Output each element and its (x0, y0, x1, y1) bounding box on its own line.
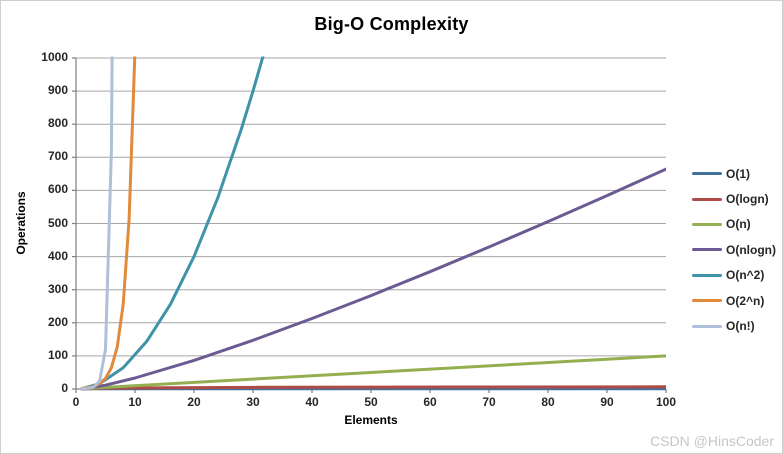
y-tick-label: 300 (47, 281, 68, 296)
x-tick-label: 40 (305, 395, 319, 409)
y-tick-label: 800 (47, 116, 68, 131)
y-tick-label: 700 (47, 149, 68, 164)
x-axis-title: Elements (344, 413, 398, 427)
x-tick-label: 90 (600, 395, 614, 409)
y-tick-label: 1000 (41, 50, 68, 64)
y-tick-label: 0 (61, 381, 68, 395)
series-onlogn-line (80, 167, 666, 391)
x-tick-label: 60 (423, 395, 437, 409)
series-on2-line (80, 56, 265, 391)
x-tick-label: 70 (482, 395, 496, 409)
y-tick-label: 400 (47, 248, 68, 263)
legend-item-label: O(n^2) (726, 268, 765, 283)
x-tick-label: 30 (246, 395, 260, 409)
legend-item-label: O(1) (726, 166, 750, 181)
x-tick-label: 20 (187, 395, 201, 409)
watermark: CSDN @HinsCoder (650, 433, 774, 449)
legend-marker-line (692, 248, 722, 252)
y-tick-label: 200 (47, 314, 68, 329)
legend-item: O(n!) (692, 313, 776, 338)
y-tick-label: 600 (47, 182, 68, 197)
legend-item: O(n) (692, 212, 776, 237)
series-on-line (80, 354, 666, 391)
legend-item-label: O(logn) (726, 192, 769, 207)
legend-item: O(2^n) (692, 288, 776, 313)
x-tick-label: 80 (541, 395, 555, 409)
legend-item-label: O(nlogn) (726, 242, 776, 257)
x-tick-label: 100 (655, 395, 677, 409)
legend-item: O(logn) (692, 186, 776, 211)
legend-marker-line (692, 299, 722, 303)
legend-item: O(1) (692, 161, 776, 186)
legend-item-label: O(n!) (726, 319, 755, 334)
y-tick-label: 500 (47, 215, 68, 230)
x-tick-label: 0 (72, 395, 80, 409)
legend-marker-line (692, 273, 722, 277)
legend-marker-line (692, 172, 722, 176)
legend-item: O(n^2) (692, 263, 776, 288)
chart-title: Big-O Complexity (314, 14, 469, 34)
legend-item-label: O(2^n) (726, 293, 765, 308)
legend-item: O(nlogn) (692, 237, 776, 262)
x-tick-label: 50 (364, 395, 378, 409)
x-tick-label: 10 (128, 395, 142, 409)
y-tick-label: 900 (47, 83, 68, 98)
series-on-line (80, 56, 114, 391)
legend: O(1) O(logn) O(n) O(nlogn) O(n^2) O(2^n) O(n!) (692, 161, 776, 339)
legend-item-label: O(n) (726, 217, 751, 232)
legend-marker-line (692, 324, 722, 328)
legend-marker-line (692, 222, 722, 226)
y-tick-label: 100 (47, 347, 68, 362)
legend-marker-line (692, 197, 722, 201)
